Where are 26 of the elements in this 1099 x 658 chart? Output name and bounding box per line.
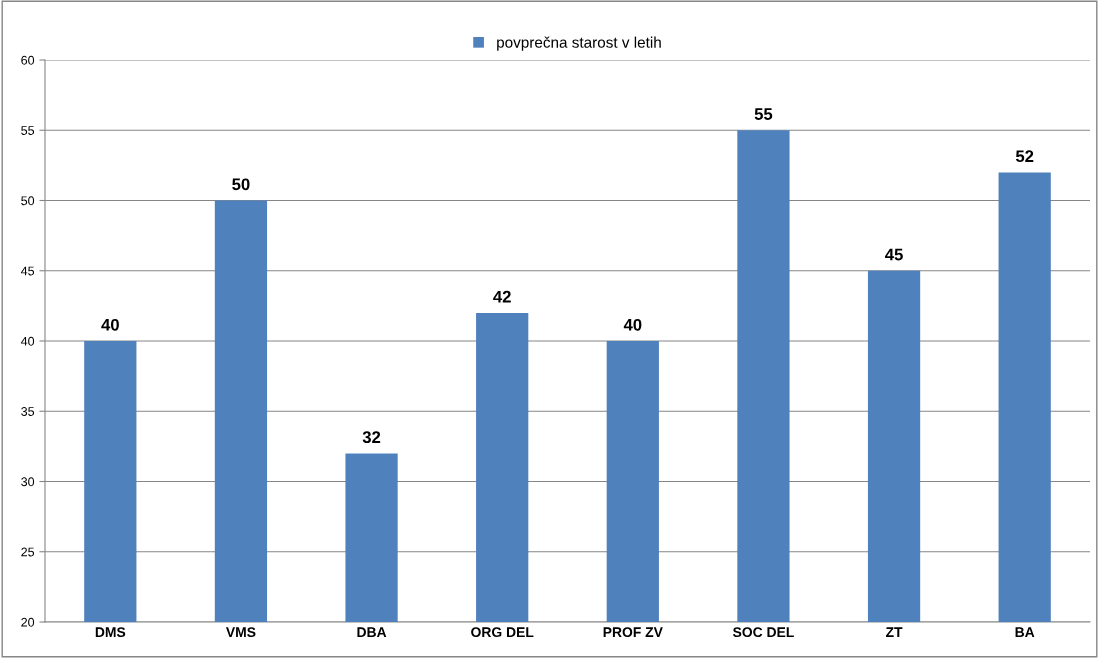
y-tick-label: 60 [21, 55, 35, 65]
data-label: 50 [232, 178, 250, 191]
data-label: 45 [885, 248, 903, 261]
y-tick-label: 25 [21, 547, 35, 557]
x-tick-label: BA [1015, 627, 1035, 637]
data-label: 40 [623, 318, 642, 331]
data-label: 32 [362, 431, 381, 444]
x-tick-label: DMS [95, 627, 126, 638]
y-tick-label: 35 [21, 407, 35, 416]
x-tick-label: ZT [885, 627, 903, 637]
x-tick-label: DBA [357, 627, 387, 637]
y-tick-label: 20 [21, 617, 35, 627]
x-tick-label: ORG DEL [471, 627, 534, 638]
y-tick-label: 40 [20, 336, 35, 346]
y-tick-label: 30 [21, 477, 35, 487]
x-tick-label: VMS [225, 627, 256, 638]
x-tick-label: SOC DEL [732, 627, 794, 638]
data-label: 52 [1015, 150, 1034, 163]
legend-label: povprečna starost v letih [497, 36, 661, 51]
data-label: 40 [101, 318, 119, 331]
data-label: 42 [493, 290, 511, 303]
y-tick-label: 55 [21, 126, 35, 135]
y-tick-label: 45 [20, 266, 35, 276]
x-tick-label: PROF ZV [603, 627, 663, 638]
y-tick-label: 50 [21, 196, 35, 206]
data-label: 55 [754, 108, 773, 120]
